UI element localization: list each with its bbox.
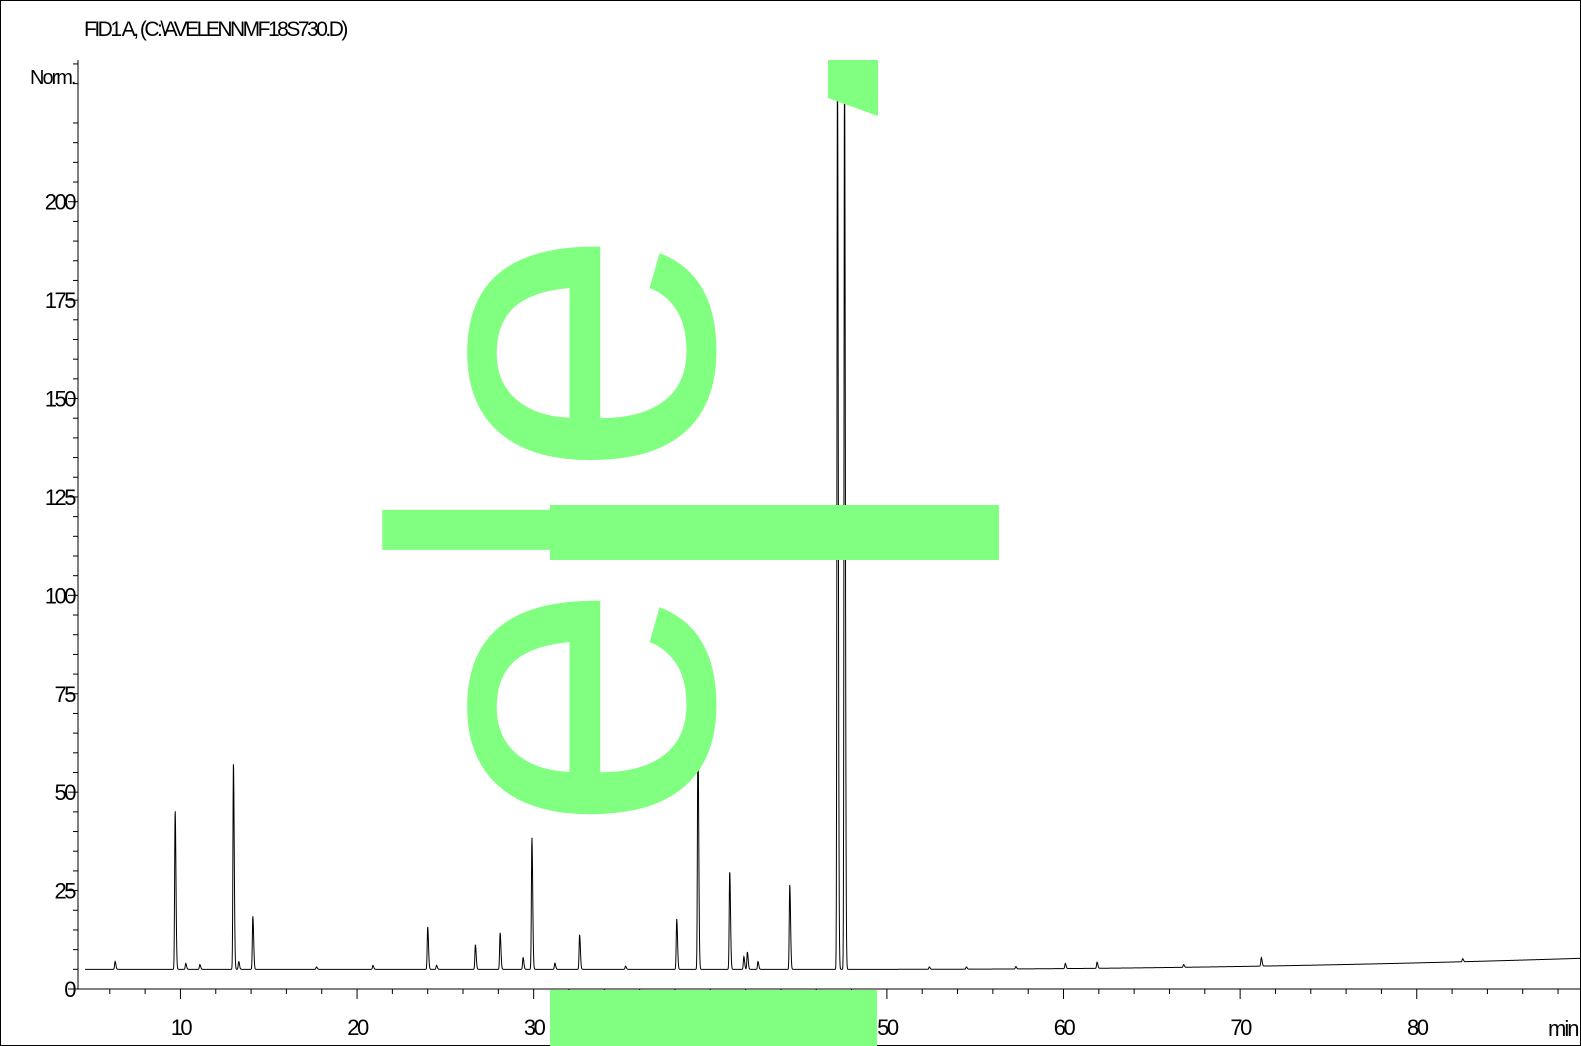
x-tick-label: 20: [347, 1015, 369, 1040]
watermark-slash-shape: [828, 60, 878, 116]
peak-point: [625, 966, 626, 967]
peak-point: [1462, 958, 1463, 959]
watermark: ele: [301, 60, 999, 1046]
y-tick-label: 50: [55, 780, 77, 805]
peak-point: [554, 963, 555, 964]
peak-point: [523, 957, 524, 958]
peak-point: [757, 961, 758, 962]
x-tick-label: 10: [171, 1015, 193, 1040]
y-tick-label: 75: [55, 682, 77, 707]
x-tick-label: 80: [1407, 1015, 1429, 1040]
y-tick-label: 175: [45, 288, 76, 313]
peak-point: [252, 916, 253, 917]
peak-point: [789, 884, 790, 885]
signal-trace: [85, 63, 1581, 970]
peak-point: [115, 961, 116, 962]
y-tick-label: 25: [55, 879, 77, 904]
peak-point: [729, 870, 730, 871]
watermark-bar-bottom: [550, 990, 877, 1046]
x-axis-unit-label: min: [1548, 1016, 1578, 1041]
y-tick-label: 200: [45, 190, 76, 215]
peak-point: [175, 809, 176, 810]
peak-point: [500, 932, 501, 933]
peak-point: [929, 966, 930, 967]
peak-point: [436, 965, 437, 966]
peak-point: [1065, 963, 1066, 964]
series-group: [85, 63, 1581, 970]
y-tick-label: 150: [45, 387, 76, 412]
y-tick-label: 100: [45, 583, 76, 608]
peak-point: [1097, 962, 1098, 963]
peak-point: [676, 918, 677, 919]
peak-point: [199, 964, 200, 965]
peak-point: [475, 944, 476, 945]
peak-point: [747, 951, 748, 952]
chart-title: FID1 A, (C:\AVELENNMF18S730.D): [84, 18, 347, 41]
x-tick-label: 30: [524, 1015, 546, 1040]
peak-point: [579, 934, 580, 935]
peak-point: [185, 963, 186, 964]
x-tick-label: 60: [1054, 1015, 1076, 1040]
peak-point: [316, 966, 317, 967]
peak-point: [238, 961, 239, 962]
watermark-bar-top: [550, 505, 999, 560]
peak-point: [1015, 966, 1016, 967]
peak-point: [966, 966, 967, 967]
peak-point: [427, 926, 428, 927]
y-axis-label: Norm.: [30, 67, 75, 89]
peak-point: [233, 762, 234, 763]
peak-point: [531, 837, 532, 838]
peak-point: [372, 965, 373, 966]
x-tick-label: 50: [877, 1015, 899, 1040]
peak-point: [743, 956, 744, 957]
y-tick-label: 125: [45, 485, 76, 510]
peak-point: [1183, 964, 1184, 965]
x-tick-label: 70: [1230, 1015, 1252, 1040]
peak-point: [1261, 957, 1262, 958]
